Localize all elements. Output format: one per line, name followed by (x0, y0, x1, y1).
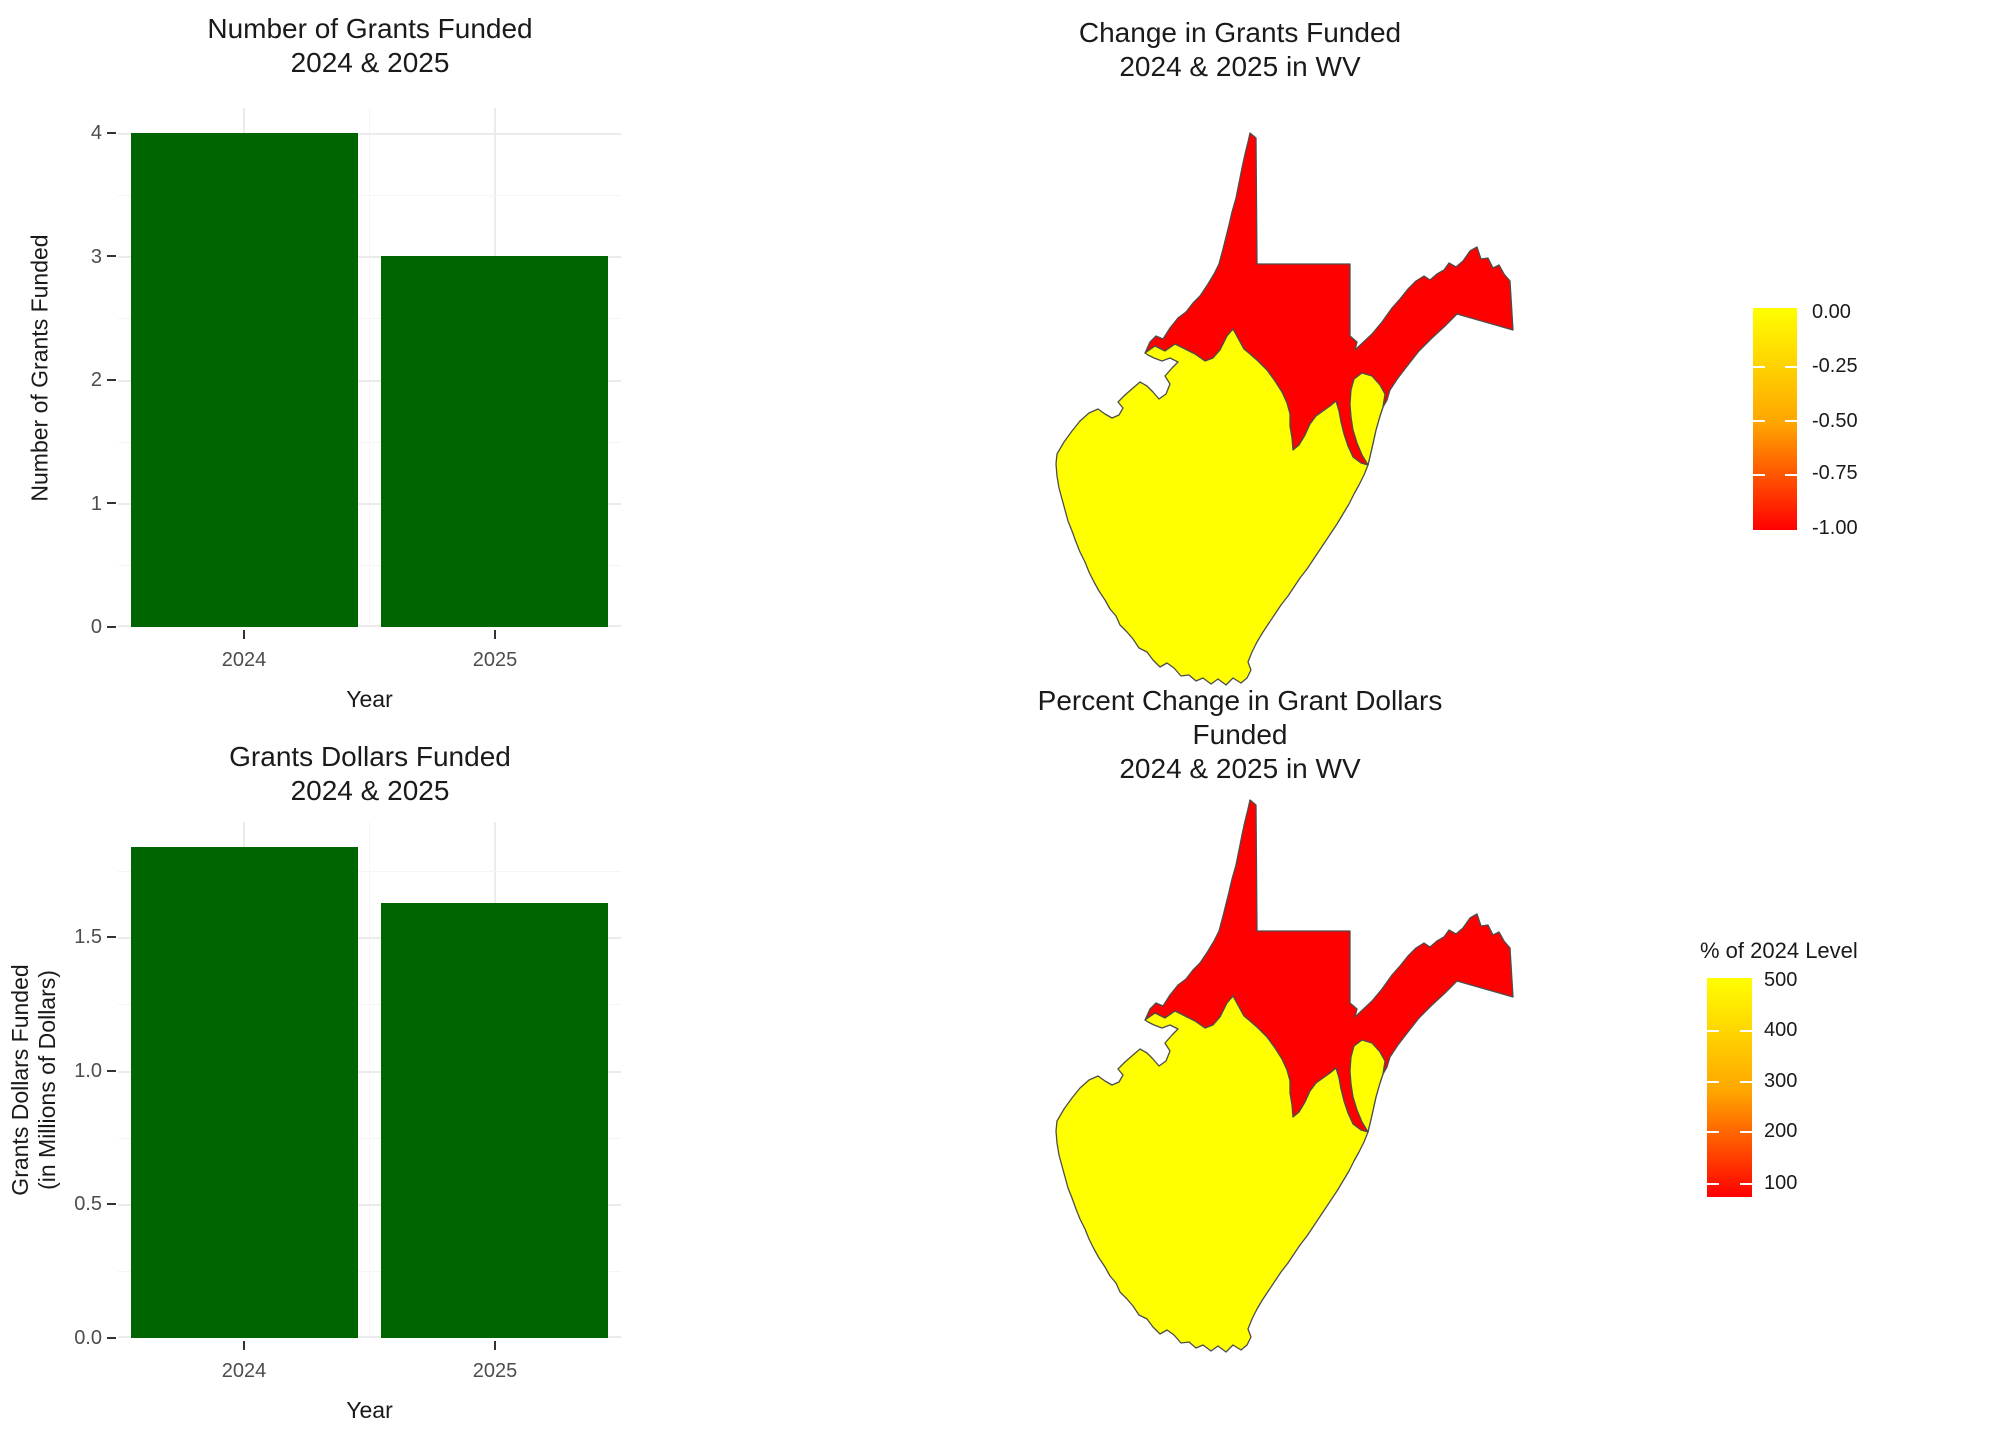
gridline (118, 937, 621, 939)
map-grants-change-title: Change in Grants Funded 2024 & 2025 in W… (990, 16, 1490, 84)
legend-label: 500 (1764, 969, 1798, 991)
legend-label: 200 (1764, 1120, 1798, 1142)
gridline (118, 625, 621, 627)
x-tick-mark (494, 630, 496, 639)
legend-label: 300 (1764, 1070, 1798, 1092)
bar-2025 (381, 256, 608, 627)
gridline (118, 256, 621, 258)
legend-tick-mark (1707, 1131, 1719, 1133)
gridline (118, 503, 621, 505)
gridline (118, 380, 621, 382)
gridline (369, 108, 370, 627)
legend-title: % of 2024 Level (1700, 938, 1858, 963)
gridline (118, 565, 621, 566)
y-tick-label: 1.5 (74, 926, 102, 948)
y-tick-mark (107, 1337, 116, 1339)
legend-gradient-bar (1753, 308, 1797, 530)
bar-2024 (131, 846, 358, 1338)
legend-tick-mark (1707, 1030, 1719, 1032)
legend-label: 100 (1764, 1172, 1798, 1194)
legend-label: -0.25 (1812, 355, 1858, 377)
x-tick-label: 2025 (472, 649, 518, 671)
legend-tick-mark (1753, 420, 1765, 422)
map-title-line2: 2024 & 2025 in WV (1119, 51, 1361, 82)
legend-label: -0.75 (1812, 462, 1858, 484)
y-tick-label: 1 (90, 493, 102, 515)
wv-choropleth-grants-change (1055, 132, 1514, 686)
legend-tick-mark (1707, 1081, 1719, 1083)
map-dollars-change-title: Percent Change in Grant Dollars Funded 2… (990, 684, 1490, 786)
y-tick-label: 0 (90, 616, 102, 638)
legend-tick-mark (1707, 1183, 1719, 1185)
chart-title-line2: 2024 & 2025 (290, 775, 450, 806)
x-tick-label: 2024 (221, 1360, 267, 1382)
chart-title-line1: Grants Dollars Funded (229, 741, 511, 772)
y-tick-mark (107, 626, 116, 628)
gridline (118, 871, 621, 872)
x-tick-label: 2024 (221, 649, 267, 671)
x-tick-mark (494, 1341, 496, 1350)
gridline (118, 133, 621, 135)
legend-gradient-bar (1707, 978, 1752, 1197)
map-title-line1: Change in Grants Funded (1078, 17, 1402, 48)
x-tick-label: 2025 (472, 1360, 518, 1382)
legend-tick-mark (1785, 366, 1797, 368)
chart-grants-dollars-title: Grants Dollars Funded 2024 & 2025 (120, 740, 620, 808)
legend-label: 0.00 (1812, 301, 1851, 323)
plot-panel-grants-count (118, 108, 621, 627)
gridline (118, 1071, 621, 1073)
legend-label: 400 (1764, 1019, 1798, 1041)
chart-title-line2: 2024 & 2025 (290, 47, 450, 78)
y-tick-mark (107, 379, 116, 381)
legend-tick-mark (1740, 1131, 1752, 1133)
gridline (118, 1004, 621, 1005)
bar-2025 (381, 902, 608, 1338)
legend-tick-mark (1785, 420, 1797, 422)
y-tick-label: 4 (90, 122, 102, 144)
y-axis-title-line1: Grants Dollars Funded (7, 964, 33, 1196)
chart-title-line1: Number of Grants Funded (207, 13, 533, 44)
gridline (118, 195, 621, 196)
gridline (118, 442, 621, 443)
y-tick-label: 0.5 (74, 1193, 102, 1215)
legend-label: -1.00 (1812, 517, 1858, 539)
gridline (118, 318, 621, 319)
y-tick-label: 3 (90, 246, 102, 268)
y-tick-mark (107, 502, 116, 504)
map-title-line1: Percent Change in Grant Dollars Funded (1037, 685, 1443, 750)
legend-tick-mark (1740, 1081, 1752, 1083)
wv-choropleth-dollars-change (1055, 799, 1514, 1353)
y-tick-mark (107, 132, 116, 134)
legend-label: -0.50 (1812, 410, 1858, 432)
gridline (118, 1138, 621, 1139)
x-tick-mark (243, 1341, 245, 1350)
y-tick-mark (107, 1203, 116, 1205)
chart-grants-count-title: Number of Grants Funded 2024 & 2025 (120, 12, 620, 80)
y-tick-label: 0.0 (74, 1327, 102, 1349)
y-tick-mark (107, 1070, 116, 1072)
legend-tick-mark (1785, 474, 1797, 476)
legend-tick-mark (1740, 1183, 1752, 1185)
y-tick-label: 2 (90, 369, 102, 391)
legend-tick-mark (1753, 366, 1765, 368)
y-tick-label: 1.0 (74, 1060, 102, 1082)
legend-tick-mark (1740, 1030, 1752, 1032)
bar-2024 (131, 132, 358, 627)
x-tick-mark (243, 630, 245, 639)
gridline (118, 1271, 621, 1272)
y-tick-mark (107, 255, 116, 257)
x-axis-title: Year (346, 1397, 393, 1423)
plot-panel-grants-dollars (118, 822, 621, 1338)
y-tick-mark (107, 936, 116, 938)
gridline (369, 822, 370, 1338)
map-title-line2: 2024 & 2025 in WV (1119, 753, 1361, 784)
gridline (118, 1336, 621, 1338)
legend-tick-mark (1753, 474, 1765, 476)
x-axis-title: Year (346, 686, 393, 712)
gridline (118, 1204, 621, 1206)
